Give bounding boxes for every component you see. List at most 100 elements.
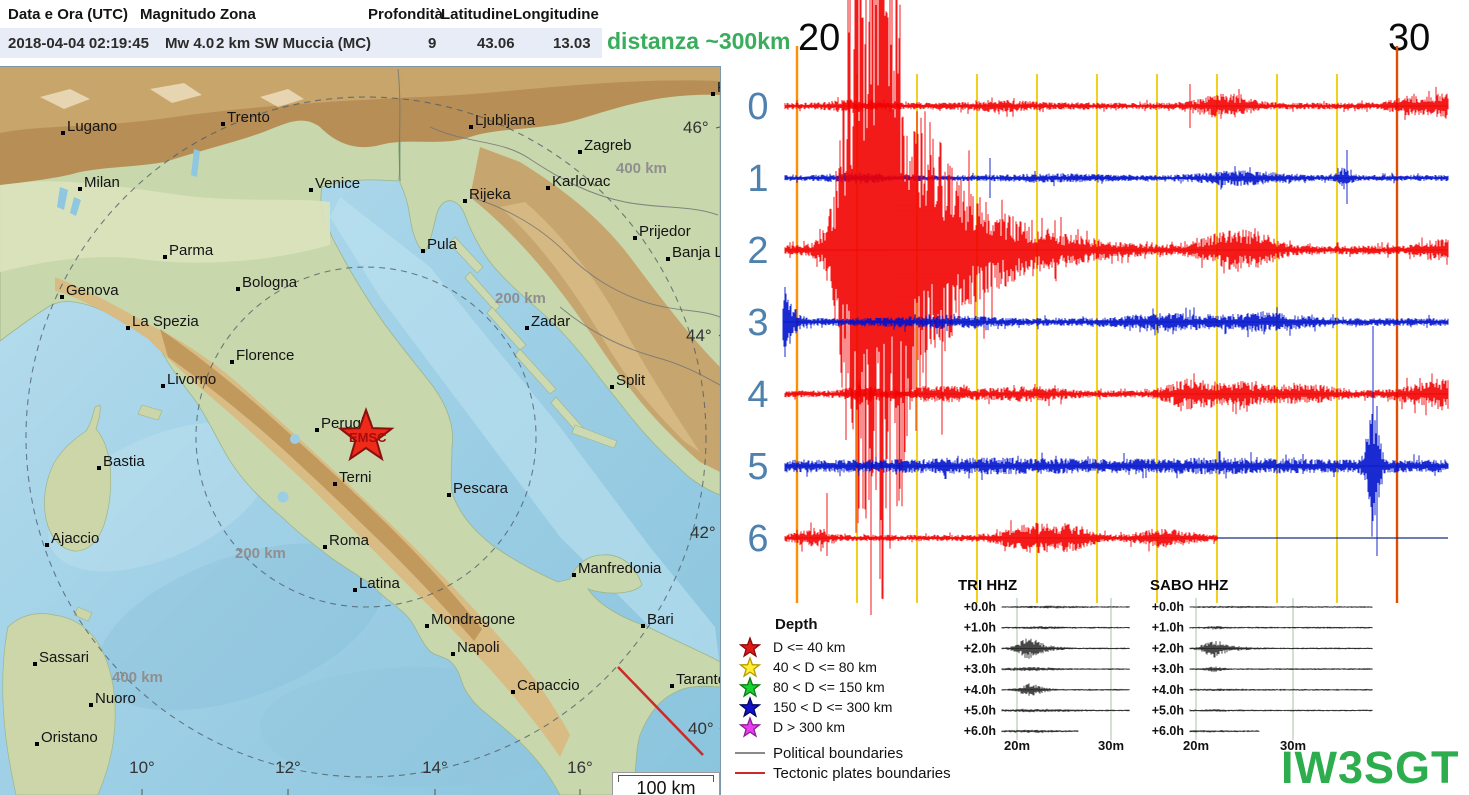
helicorder-row-label: +4.0h <box>1152 683 1184 697</box>
city-marker <box>323 545 327 549</box>
helicorder-row-label: +0.0h <box>964 600 996 614</box>
city-marker <box>230 360 234 364</box>
city-label: Sassari <box>39 649 89 666</box>
lake-garda <box>191 149 200 177</box>
star-shape <box>739 656 761 678</box>
seismogram-trace <box>784 150 1449 204</box>
city-marker <box>78 187 82 191</box>
city-label: Florence <box>236 347 294 364</box>
city-label: Zadar <box>531 313 570 330</box>
city-marker <box>572 573 576 577</box>
longitude-label: 10° <box>129 758 155 777</box>
city-marker <box>525 326 529 330</box>
range-ring <box>195 266 537 608</box>
city-label: Nuoro <box>95 690 136 707</box>
city-label: Karlovac <box>552 173 611 190</box>
longitude-label: 14° <box>422 758 448 777</box>
helicorder-row-label: +1.0h <box>964 621 996 635</box>
city-label: Banja Lu <box>672 244 720 261</box>
helicorder-x-label: 20m <box>1183 738 1209 753</box>
city-label: Latina <box>359 575 401 592</box>
city-marker <box>61 131 65 135</box>
lake-bolsena <box>277 491 289 503</box>
city-label: Split <box>616 372 646 389</box>
scale-label: 100 km <box>636 778 696 795</box>
city-marker <box>333 482 337 486</box>
seismogram-traces: 0 1 2 3 4 5 6 <box>747 0 1449 615</box>
helicorder-row-label: +2.0h <box>964 641 996 655</box>
city-label: Manfredonia <box>578 560 662 577</box>
city-label: Roma <box>329 532 370 549</box>
helicorder-row-label: +3.0h <box>1152 662 1184 676</box>
seismogram-panel: 20 30 0 1 2 3 4 5 6 TRI HHZ 20m 30m +0.0h +1.0h +2.… <box>747 0 1449 753</box>
helicorder-x-label: 20m <box>1004 738 1030 753</box>
latitude-tick <box>718 334 720 337</box>
event-table: Data e Ora (UTC) Magnitudo Zona Profondi… <box>0 0 602 58</box>
earthquake-map: 200 km 200 km 400 km 400 km Lugano Trento Ljub… <box>0 66 721 795</box>
city-label: Capaccio <box>517 677 580 694</box>
city-label: Livorno <box>167 371 216 388</box>
star-shape <box>739 636 761 658</box>
city-label: Pula <box>427 236 458 253</box>
city-marker <box>45 543 49 547</box>
helicorder-row-label: +1.0h <box>1152 621 1184 635</box>
city-label: Parma <box>169 242 214 259</box>
city-label: La Spezia <box>132 313 199 330</box>
city-marker <box>447 493 451 497</box>
city-marker <box>161 384 165 388</box>
map-legend: Depth D <= 40 km 40 < D <= 80 km 80 < D <=… <box>733 612 973 792</box>
seismogram-trace <box>784 0 1449 615</box>
depth-star-icon <box>739 656 761 678</box>
event-depth: 9 <box>428 35 437 52</box>
city-marker <box>641 624 645 628</box>
latitude-label: 40° <box>688 719 714 738</box>
city-label: Ajaccio <box>51 530 99 547</box>
trace-row-label: 4 <box>747 374 768 416</box>
city-label: K <box>717 79 720 96</box>
scale-ruler <box>618 775 714 782</box>
adriatic-sea <box>330 197 720 667</box>
latitude-label: 46° <box>683 118 709 137</box>
helicorder-row-label: +3.0h <box>964 662 996 676</box>
city-marker <box>451 652 455 656</box>
event-row: 2018-04-04 02:19:45 Mw 4.0 2 km SW Mucci… <box>0 28 602 58</box>
trace-row-label: 1 <box>747 158 768 200</box>
legend-depth-label: 150 < D <= 300 km <box>773 699 893 715</box>
star-shape <box>739 716 761 738</box>
col-header-latitude: Latitudine <box>441 6 513 23</box>
sardinia <box>2 613 116 795</box>
seismogram-trace <box>782 287 1449 357</box>
city-label: Trento <box>227 109 270 126</box>
tectonic-boundary-line <box>617 666 704 756</box>
city-marker <box>469 125 473 129</box>
city-marker <box>421 249 425 253</box>
legend-boundary-label: Tectonic plates boundaries <box>773 765 951 782</box>
city-marker <box>546 186 550 190</box>
helicorder-row-label: +2.0h <box>1152 641 1184 655</box>
croatian-islands <box>448 236 618 449</box>
epicenter-star-icon <box>337 407 395 462</box>
range-ring-label: 400 km <box>112 669 163 686</box>
legend-depth-label: D <= 40 km <box>773 639 846 655</box>
city-label: Milan <box>84 174 120 191</box>
alpine-lakes <box>57 187 81 216</box>
city-marker <box>221 122 225 126</box>
elba <box>137 404 163 421</box>
city-marker <box>666 257 670 261</box>
legend-depth-label: D > 300 km <box>773 719 845 735</box>
apennines-ridge <box>160 329 482 641</box>
helicorder-trace <box>1189 641 1373 658</box>
lake-trasimeno <box>290 434 300 444</box>
helicorder-row-label: +6.0h <box>964 724 996 738</box>
alps-peaks <box>40 83 304 109</box>
city-marker <box>315 428 319 432</box>
latitude-label: 44° <box>686 326 712 345</box>
time-label-start: 20 <box>798 17 840 59</box>
city-marker <box>309 188 313 192</box>
sea-relief <box>97 543 383 711</box>
city-marker <box>578 150 582 154</box>
city-marker <box>163 255 167 259</box>
legend-boundary-label: Political boundaries <box>773 745 904 762</box>
legend-depth-label: 80 < D <= 150 km <box>773 679 885 695</box>
